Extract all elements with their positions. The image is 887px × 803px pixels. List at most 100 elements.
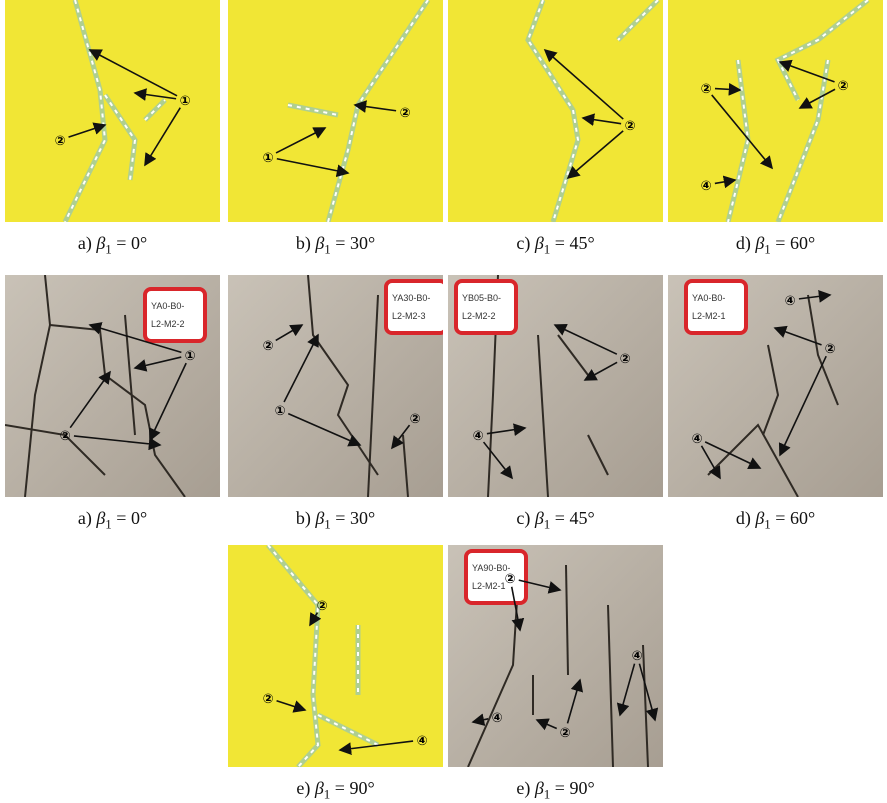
- caption-subscript: 1: [544, 517, 551, 532]
- tag-text: YA30-B0-: [392, 293, 430, 303]
- annotation-label: ④: [691, 432, 702, 447]
- caption: e) β1 = 90°: [228, 778, 443, 803]
- panel-image: ①②: [228, 0, 443, 222]
- panel-image: ② ② ④: [668, 0, 883, 222]
- caption: b) β1 = 30°: [228, 508, 443, 533]
- tag-text: L2-M2-1: [692, 311, 726, 321]
- figure: ①②a) β1 = 0°①②b) β1 = 30°②c) β1 = 45°②②④…: [0, 0, 887, 802]
- annotation-label: ①: [184, 349, 195, 364]
- caption-symbol: β: [96, 508, 105, 528]
- figure-panel: YA0-B0- L2-M2-2 ① ②: [5, 275, 220, 497]
- annotation-label: ④: [784, 294, 795, 309]
- caption-subscript: 1: [105, 517, 112, 532]
- simulation-background: [5, 0, 220, 222]
- annotation-label: ④: [491, 711, 502, 726]
- caption: c) β1 = 45°: [448, 508, 663, 533]
- caption-label: b): [296, 233, 311, 253]
- tag-text: L2-M2-3: [392, 311, 426, 321]
- panel-image: ②: [448, 0, 663, 222]
- figure-panel: ② ② ④: [668, 0, 883, 222]
- annotation-label: ②: [59, 429, 70, 444]
- caption-label: a): [78, 508, 92, 528]
- caption-subscript: 1: [544, 787, 551, 802]
- caption-subscript: 1: [764, 517, 771, 532]
- panel-image: YB05-B0-L2-M2-2②④: [448, 275, 663, 497]
- caption-symbol: β: [535, 778, 544, 798]
- caption-value: = 60°: [775, 508, 815, 528]
- caption-value: = 60°: [775, 233, 815, 253]
- annotation-label: ②: [409, 412, 420, 427]
- caption: e) β1 = 90°: [448, 778, 663, 803]
- label-tag: [386, 281, 443, 333]
- caption-symbol: β: [315, 508, 324, 528]
- caption: d) β1 = 60°: [668, 508, 883, 533]
- annotation-label: ④: [700, 179, 711, 194]
- caption-symbol: β: [315, 233, 324, 253]
- caption-symbol: β: [755, 508, 764, 528]
- caption-label: b): [296, 508, 311, 528]
- caption-subscript: 1: [764, 242, 771, 257]
- annotation-label: ④: [631, 649, 642, 664]
- caption-label: c): [516, 508, 530, 528]
- annotation-label: ②: [262, 692, 273, 707]
- figure-panel: YB05-B0-L2-M2-2②④: [448, 275, 663, 497]
- caption: c) β1 = 45°: [448, 233, 663, 258]
- caption-subscript: 1: [324, 242, 331, 257]
- annotation-label: ①: [262, 151, 273, 166]
- caption: b) β1 = 30°: [228, 233, 443, 258]
- annotation-label: ②: [559, 726, 570, 741]
- annotation-label: ②: [624, 119, 635, 134]
- caption-label: d): [736, 508, 751, 528]
- caption-value: = 45°: [555, 233, 595, 253]
- figure-panel: ②: [448, 0, 663, 222]
- tag-text: L2-M2-1: [472, 581, 506, 591]
- annotation-label: ②: [399, 106, 410, 121]
- panel-image: ② ② ④: [228, 545, 443, 767]
- annotation-label: ①: [179, 94, 190, 109]
- panel-image: ①②: [5, 0, 220, 222]
- label-tag: [466, 551, 526, 603]
- caption-value: = 30°: [335, 508, 375, 528]
- caption-symbol: β: [755, 233, 764, 253]
- simulation-background: [228, 545, 443, 767]
- caption-symbol: β: [96, 233, 105, 253]
- panel-image: YA0-B0- L2-M2-2 ① ②: [5, 275, 220, 497]
- caption-symbol: β: [535, 233, 544, 253]
- label-tag: [145, 289, 205, 341]
- caption-subscript: 1: [324, 787, 331, 802]
- caption: d) β1 = 60°: [668, 233, 883, 258]
- caption-symbol: β: [315, 778, 324, 798]
- annotation-label: ②: [700, 82, 711, 97]
- tag-text: YA0-B0-: [151, 301, 184, 311]
- annotation-label: ②: [837, 79, 848, 94]
- annotation-label: ②: [619, 352, 630, 367]
- simulation-background: [448, 0, 663, 222]
- annotation-label: ②: [316, 599, 327, 614]
- caption-label: e): [296, 778, 310, 798]
- caption-subscript: 1: [544, 242, 551, 257]
- caption-value: = 0°: [116, 508, 147, 528]
- caption-value: = 0°: [116, 233, 147, 253]
- caption-value: = 30°: [335, 233, 375, 253]
- caption-symbol: β: [535, 508, 544, 528]
- label-tag: [686, 281, 746, 333]
- annotation-label: ①: [274, 404, 285, 419]
- annotation-label: ②: [54, 134, 65, 149]
- label-tag: [456, 281, 516, 333]
- tag-text: L2-M2-2: [462, 311, 496, 321]
- annotation-label: ②: [504, 572, 515, 587]
- caption: a) β1 = 0°: [5, 233, 220, 258]
- annotation-label: ④: [416, 734, 427, 749]
- tag-text: YA0-B0-: [692, 293, 725, 303]
- figure-panel: ② ② ④: [228, 545, 443, 767]
- caption-subscript: 1: [105, 242, 112, 257]
- tag-text: L2-M2-2: [151, 319, 185, 329]
- annotation-label: ②: [262, 339, 273, 354]
- annotation-label: ④: [472, 429, 483, 444]
- caption-label: a): [78, 233, 92, 253]
